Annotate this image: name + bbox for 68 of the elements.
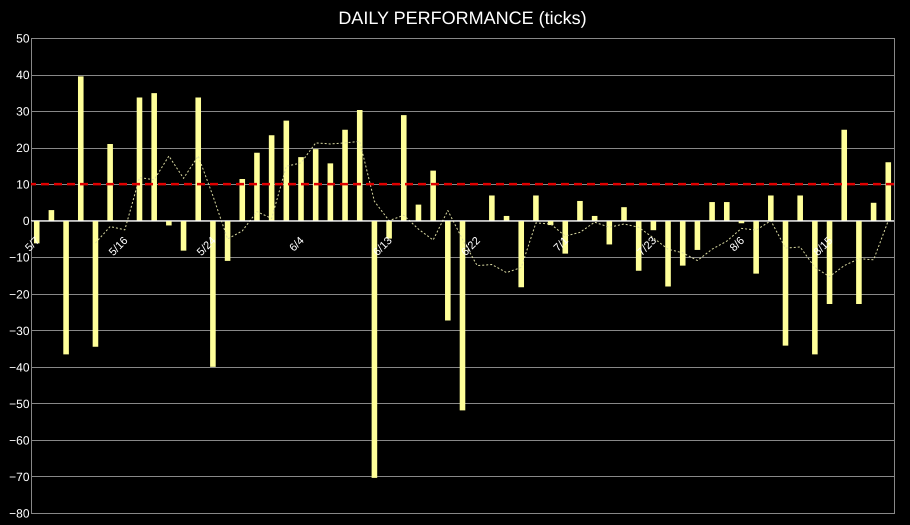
bar bbox=[180, 220, 186, 251]
bar bbox=[416, 204, 422, 221]
bar bbox=[650, 220, 656, 230]
y-tick-label: −50 bbox=[9, 396, 30, 411]
bar bbox=[298, 157, 304, 221]
bar bbox=[782, 220, 788, 346]
bar bbox=[254, 152, 260, 221]
bar bbox=[709, 202, 715, 221]
y-tick-label: 30 bbox=[16, 104, 30, 119]
bar bbox=[856, 220, 862, 304]
bar bbox=[621, 207, 627, 221]
bar bbox=[312, 149, 318, 221]
y-tick-label: 50 bbox=[16, 32, 30, 46]
y-tick-label: −20 bbox=[9, 287, 30, 302]
bar bbox=[797, 195, 803, 221]
x-tick-label: 6/4 bbox=[287, 234, 307, 254]
y-tick-label: −60 bbox=[9, 433, 30, 448]
bar bbox=[151, 93, 157, 221]
bar bbox=[518, 220, 524, 288]
y-tick-label: 0 bbox=[22, 214, 30, 228]
bar bbox=[48, 210, 54, 221]
bar bbox=[78, 76, 84, 221]
bar bbox=[841, 130, 848, 221]
bar bbox=[738, 220, 744, 224]
bar bbox=[606, 220, 612, 244]
bar bbox=[400, 115, 407, 221]
y-tick-label: −80 bbox=[9, 506, 30, 520]
x-tick-label: 6/13 bbox=[371, 234, 395, 258]
bar bbox=[724, 202, 730, 221]
chart-title: DAILY PERFORMANCE (ticks) bbox=[338, 8, 587, 28]
x-tick-label: 6/22 bbox=[459, 234, 483, 258]
bar bbox=[224, 220, 230, 261]
y-tick-label: −70 bbox=[9, 470, 30, 484]
bar bbox=[885, 162, 892, 221]
bar bbox=[136, 98, 142, 221]
bar bbox=[768, 195, 774, 221]
bar bbox=[489, 195, 495, 221]
bar bbox=[356, 110, 363, 221]
bar bbox=[665, 220, 671, 286]
y-tick-label: 10 bbox=[16, 178, 30, 192]
bar bbox=[680, 220, 686, 266]
bar bbox=[445, 220, 451, 320]
bar bbox=[870, 202, 876, 221]
bar bbox=[63, 220, 69, 354]
bar bbox=[386, 220, 392, 239]
bar bbox=[195, 98, 202, 221]
bar bbox=[753, 220, 759, 274]
bar bbox=[268, 135, 274, 221]
y-tick-label: 40 bbox=[16, 68, 30, 82]
bar bbox=[166, 220, 172, 226]
bar bbox=[342, 130, 348, 221]
bar bbox=[430, 170, 436, 221]
bar bbox=[577, 200, 583, 221]
y-tick-label: 20 bbox=[16, 141, 30, 156]
bar bbox=[92, 220, 98, 347]
bar bbox=[239, 179, 246, 221]
bar bbox=[107, 144, 113, 221]
bar bbox=[533, 195, 539, 221]
x-tick-label: 7/1 bbox=[552, 234, 571, 254]
bar bbox=[284, 120, 290, 221]
line-series bbox=[94, 140, 889, 278]
y-tick-label: −40 bbox=[9, 360, 30, 374]
x-tick-label: 5/16 bbox=[106, 234, 130, 258]
bar bbox=[694, 220, 700, 250]
bar bbox=[328, 163, 334, 221]
x-tick-label: 7/23 bbox=[635, 234, 660, 258]
y-tick-label: −30 bbox=[9, 324, 30, 338]
x-tick-label: 8/6 bbox=[728, 234, 748, 254]
